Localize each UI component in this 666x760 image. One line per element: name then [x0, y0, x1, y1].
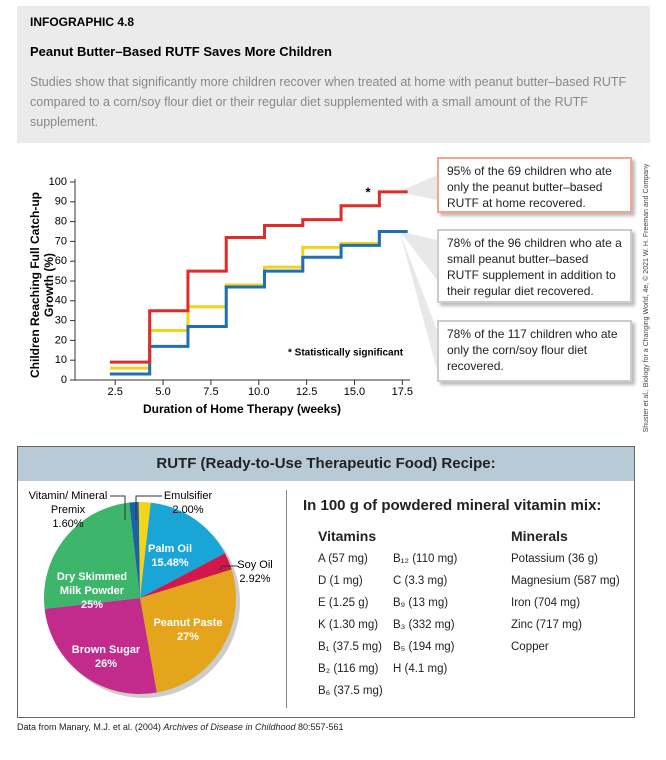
slice-value: 15.48% [151, 557, 189, 569]
annotation-box: 95% of the 69 children who ate only the … [437, 157, 632, 213]
annotation-box: 78% of the 117 children who ate only the… [437, 320, 632, 382]
pie-label: Emulsifier 2.00% [148, 489, 228, 517]
slice-value: 1.60% [52, 518, 84, 530]
slice-value: 2.92% [239, 573, 271, 585]
slice-name: Peanut Paste [153, 617, 223, 629]
mineral-item: Iron (704 mg) [511, 597, 581, 609]
source: Data from Manary, M.J. et al. (2004) Arc… [17, 722, 344, 732]
source-text: Data from Manary, M.J. et al. (2004) [17, 722, 161, 732]
x-tick-label: 7.5 [203, 386, 218, 398]
x-axis-title: Duration of Home Therapy (weeks) [143, 402, 341, 416]
x-tick-label: 15.0 [344, 386, 365, 398]
leader-line [135, 495, 162, 520]
x-tick-label: 5.0 [155, 386, 170, 398]
header-title: Peanut Butter–Based RUTF Saves More Chil… [30, 44, 332, 59]
pie-label: Palm Oil 15.48% [130, 542, 210, 570]
vitamin-item: C (3.3 mg) [393, 575, 448, 587]
pie-slice [43, 502, 140, 609]
source-journal: Archives of Disease in Childhood [163, 722, 296, 732]
vitamin-item: B₁₂ (110 mg) [393, 553, 458, 565]
mineral-item: Magnesium (587 mg) [511, 575, 620, 587]
pie-label: Peanut Paste 27% [143, 616, 233, 644]
y-tick-label: 30 [55, 315, 67, 327]
source-ref: 80:557-561 [298, 722, 344, 732]
leader-line [110, 495, 126, 520]
slice-value: 27% [176, 631, 200, 643]
slice-value: 25% [80, 599, 104, 611]
pie-slice [138, 502, 151, 598]
vitamin-item: B₅ (194 mg) [393, 641, 455, 653]
recipe-title: RUTF (Ready-to-Use Therapeutic Food) Rec… [18, 447, 634, 481]
vitamin-item: A (57 mg) [318, 553, 368, 565]
callout-connector [398, 175, 437, 200]
slice-name: Soy Oil [237, 559, 273, 571]
infographic-label: INFOGRAPHIC 4.8 [30, 15, 135, 29]
header-description: Studies show that significantly more chi… [30, 75, 627, 129]
x-tick-label: 10.0 [248, 386, 269, 398]
vitamins-heading: Vitamins [318, 528, 377, 544]
leader-line [219, 565, 238, 571]
slice-name: Emulsifier [163, 490, 213, 502]
x-tick-label: 17.5 [392, 386, 413, 398]
slice-value: 26% [94, 658, 118, 670]
pie-label: Brown Sugar 26% [61, 643, 151, 671]
credit: Shuster et al., Biology for a Changing W… [642, 163, 650, 432]
pie-slice [129, 502, 140, 598]
note: * Statistically significant [288, 348, 404, 359]
slice-name: Palm Oil [147, 543, 193, 555]
pie-slice [140, 569, 236, 693]
pie-label: Dry Skimmed Milk Powder 25% [52, 570, 132, 612]
vitamin-item: D (1 mg) [318, 575, 363, 587]
recipe-box [17, 446, 635, 718]
vitamin-item: B₉ (13 mg) [393, 597, 449, 609]
callout-connector [400, 233, 437, 370]
vitamin-item: B₂ (116 mg) [318, 663, 379, 675]
divider [286, 490, 287, 708]
vitamin-item: B₆ (37.5 mg) [318, 685, 383, 697]
vitamin-item: B₃ (332 mg) [393, 619, 455, 631]
slice-name: Brown Sugar [71, 644, 141, 656]
y-tick-label: 0 [61, 374, 67, 386]
vitamin-item: H (4.1 mg) [393, 663, 448, 675]
slice-value: 2.00% [172, 504, 204, 516]
slice-name: Dry Skimmed Milk Powder [56, 571, 128, 597]
vitamin-item: B₁ (37.5 mg) [318, 641, 382, 653]
y-tick-label: 60 [55, 255, 67, 267]
x-tick-label: 12.5 [296, 386, 317, 398]
slice-name: Vitamin/ Mineral Premix [28, 490, 108, 516]
pie-label: Soy Oil 2.92% [225, 558, 285, 586]
y-tick-label: 90 [55, 196, 67, 208]
minerals-heading: Minerals [511, 528, 568, 544]
callout-connector [400, 231, 437, 280]
header-box [17, 6, 650, 143]
pie-label: Vitamin/ Mineral Premix 1.60% [13, 489, 123, 531]
y-tick-label: 100 [49, 176, 67, 188]
y-tick-label: 20 [55, 334, 67, 346]
y-tick-label: 40 [55, 295, 67, 307]
vitamin-item: E (1.25 g) [318, 597, 369, 609]
mineral-item: Copper [511, 641, 549, 653]
pie-slice [140, 553, 232, 598]
mineral-item: Potassium (36 g) [511, 553, 598, 565]
vitamin-item: K (1.30 mg) [318, 619, 379, 631]
significance-marker: * [365, 184, 371, 199]
y-tick-label: 80 [55, 216, 67, 228]
y-tick-label: 10 [55, 354, 67, 366]
mineral-item: Zinc (717 mg) [511, 619, 582, 631]
recipe-subtitle: In 100 g of powdered mineral vitamin mix… [303, 497, 602, 514]
y-axis-title: Children Reaching Full Catch-up Growth (… [28, 192, 56, 379]
pie-slice [44, 598, 157, 694]
x-tick-label: 2.5 [108, 386, 123, 398]
y-tick-label: 70 [55, 235, 67, 247]
pie-slice [140, 502, 225, 598]
y-tick-label: 50 [55, 275, 67, 287]
annotation-box: 78% of the 96 children who ate a small p… [437, 229, 632, 303]
